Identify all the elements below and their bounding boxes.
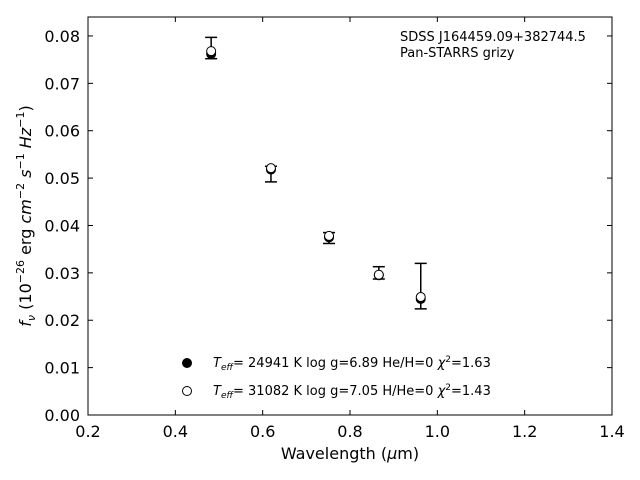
- x-tick-label: 0.4: [163, 422, 188, 441]
- legend-marker-filled: [182, 358, 192, 368]
- data-point-open: [206, 46, 217, 57]
- y-tick-label: 0.06: [44, 122, 80, 141]
- data-markers: [206, 46, 426, 304]
- x-tick-label: 1.0: [425, 422, 450, 441]
- y-axis-label: fν (10−26 erg cm−2 s−1 Hz−1): [14, 105, 38, 326]
- legend-label-2: Teff= 31082 K log g=7.05 H/He=0 χ2=1.43: [213, 383, 491, 401]
- x-tick-label: 1.4: [599, 422, 624, 441]
- legend: Teff= 24941 K log g=6.89 He/H=0 χ2=1.63 …: [182, 355, 491, 401]
- y-tick-label: 0.08: [44, 27, 80, 46]
- y-tick-label: 0.03: [44, 264, 80, 283]
- x-tick-label: 0.6: [250, 422, 275, 441]
- x-tick-label: 1.2: [512, 422, 537, 441]
- data-point-open: [265, 163, 276, 174]
- annotation-object-name: SDSS J164459.09+382744.5: [400, 30, 586, 45]
- y-axis: 0.00 0.01 0.02 0.03 0.04 0.05 0.06 0.07 0.08: [44, 27, 612, 425]
- plot-area: [87, 16, 613, 416]
- data-point-open: [373, 269, 384, 280]
- x-tick-label: 0.8: [337, 422, 362, 441]
- x-axis-label: Wavelength (μm): [281, 444, 419, 463]
- x-axis: 0.2 0.4 0.6 0.8 1.0 1.2 1.4: [75, 17, 625, 441]
- y-tick-label: 0.07: [44, 74, 80, 93]
- y-tick-label: 0.00: [44, 406, 80, 425]
- data-point-open: [324, 230, 335, 241]
- y-tick-label: 0.04: [44, 216, 80, 235]
- legend-label-1: Teff= 24941 K log g=6.89 He/H=0 χ2=1.63: [213, 355, 491, 373]
- x-tick-label: 0.2: [75, 422, 100, 441]
- annotation-survey: Pan-STARRS grizy: [400, 46, 515, 61]
- y-tick-label: 0.01: [44, 359, 80, 378]
- y-tick-label: 0.02: [44, 311, 80, 330]
- y-tick-label: 0.05: [44, 169, 80, 188]
- legend-marker-open: [182, 386, 192, 396]
- data-point-open: [415, 292, 426, 303]
